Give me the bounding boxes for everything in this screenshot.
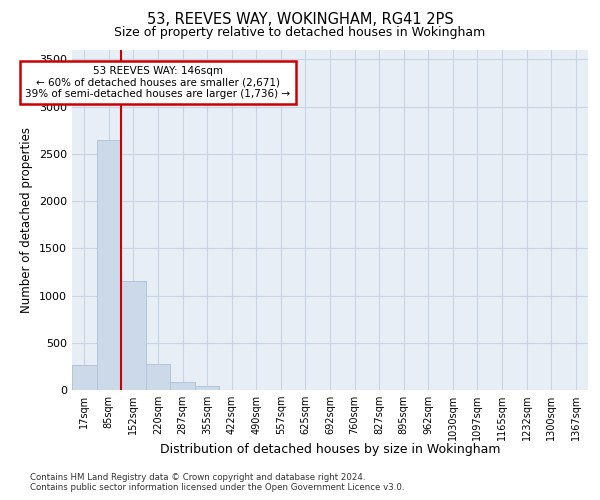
Bar bbox=[121, 282, 146, 390]
Bar bbox=[121, 282, 146, 390]
Bar bbox=[170, 382, 195, 390]
Text: 53 REEVES WAY: 146sqm
← 60% of detached houses are smaller (2,671)
39% of semi-d: 53 REEVES WAY: 146sqm ← 60% of detached … bbox=[25, 66, 290, 100]
Text: Contains public sector information licensed under the Open Government Licence v3: Contains public sector information licen… bbox=[30, 484, 404, 492]
Bar bbox=[97, 140, 121, 390]
Text: Size of property relative to detached houses in Wokingham: Size of property relative to detached ho… bbox=[115, 26, 485, 39]
Bar bbox=[146, 364, 170, 390]
Bar bbox=[195, 386, 220, 390]
Text: 53, REEVES WAY, WOKINGHAM, RG41 2PS: 53, REEVES WAY, WOKINGHAM, RG41 2PS bbox=[146, 12, 454, 28]
Bar bbox=[195, 386, 220, 390]
Bar bbox=[170, 382, 195, 390]
Bar bbox=[72, 364, 97, 390]
Text: Distribution of detached houses by size in Wokingham: Distribution of detached houses by size … bbox=[160, 442, 500, 456]
Y-axis label: Number of detached properties: Number of detached properties bbox=[20, 127, 34, 313]
Bar bbox=[72, 364, 97, 390]
Bar bbox=[97, 140, 121, 390]
Text: Contains HM Land Registry data © Crown copyright and database right 2024.: Contains HM Land Registry data © Crown c… bbox=[30, 472, 365, 482]
Bar bbox=[146, 364, 170, 390]
